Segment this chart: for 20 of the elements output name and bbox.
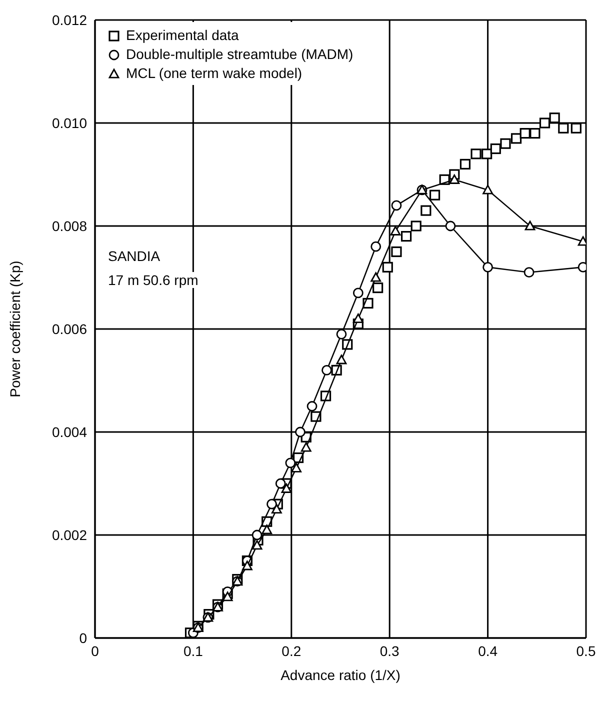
legend-label: Double-multiple streamtube (MADM): [126, 45, 354, 64]
y-tick-label: 0.010: [52, 114, 88, 131]
x-tick-label: 0.4: [478, 642, 498, 659]
y-tick-label: 0.012: [52, 12, 88, 28]
y-tick-label: 0.006: [52, 320, 88, 337]
y-axis-title: Power coefficient (Kp): [6, 260, 23, 398]
y-tick-label: 0.004: [52, 424, 88, 440]
annotation: 17 m 50.6 rpm: [108, 272, 198, 288]
y-tick-label: 0.008: [52, 218, 88, 234]
x-tick-label: 0.3: [380, 642, 400, 659]
x-tick-label: 0.1: [183, 642, 204, 659]
y-tick-label: 0: [79, 630, 88, 646]
x-tick-label: 0: [91, 642, 100, 659]
x-tick-label: 0.5: [576, 642, 596, 659]
y-tick-label: 0.002: [52, 526, 88, 543]
x-tick-label: 0.2: [282, 642, 302, 659]
legend-label: MCL (one term wake model): [126, 64, 302, 83]
annotation: SANDIA: [108, 248, 160, 264]
x-axis-title: Advance ratio (1/X): [280, 667, 400, 683]
legend-label: Experimental data: [126, 26, 239, 45]
